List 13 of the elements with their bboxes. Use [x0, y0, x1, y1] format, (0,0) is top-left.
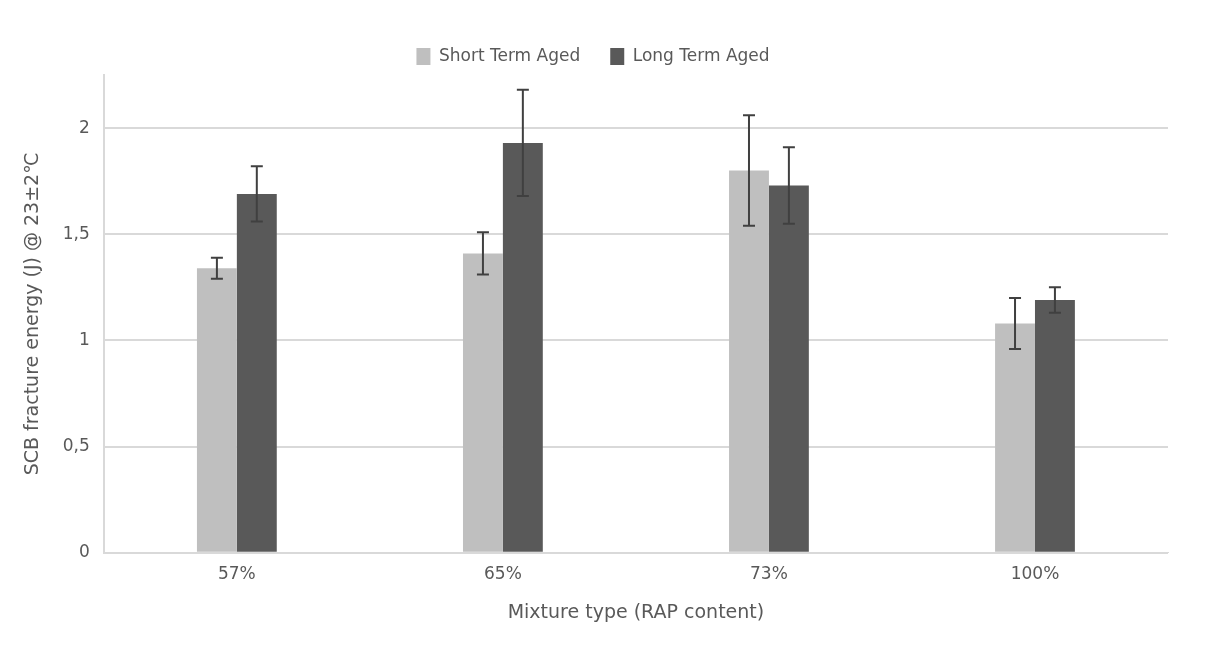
y-tick-label: 1,5: [62, 222, 90, 243]
y-tick-label: 2: [79, 116, 90, 137]
y-axis-title: SCB fracture energy (J) @ 23±2℃: [20, 152, 43, 476]
x-tick-label: 57%: [217, 563, 256, 584]
y-tick-label: 0: [79, 541, 90, 562]
x-tick-label: 100%: [1010, 563, 1060, 584]
x-axis-title: Mixture type (RAP content): [507, 599, 765, 622]
y-tick-label: 1: [79, 328, 90, 349]
x-tick-label: 73%: [750, 563, 788, 584]
y-tick-label: 0,5: [62, 435, 90, 456]
legend-label: Long Term Aged: [632, 44, 770, 65]
x-tick-label: 65%: [484, 563, 522, 584]
legend-label: Short Term Aged: [438, 44, 581, 65]
